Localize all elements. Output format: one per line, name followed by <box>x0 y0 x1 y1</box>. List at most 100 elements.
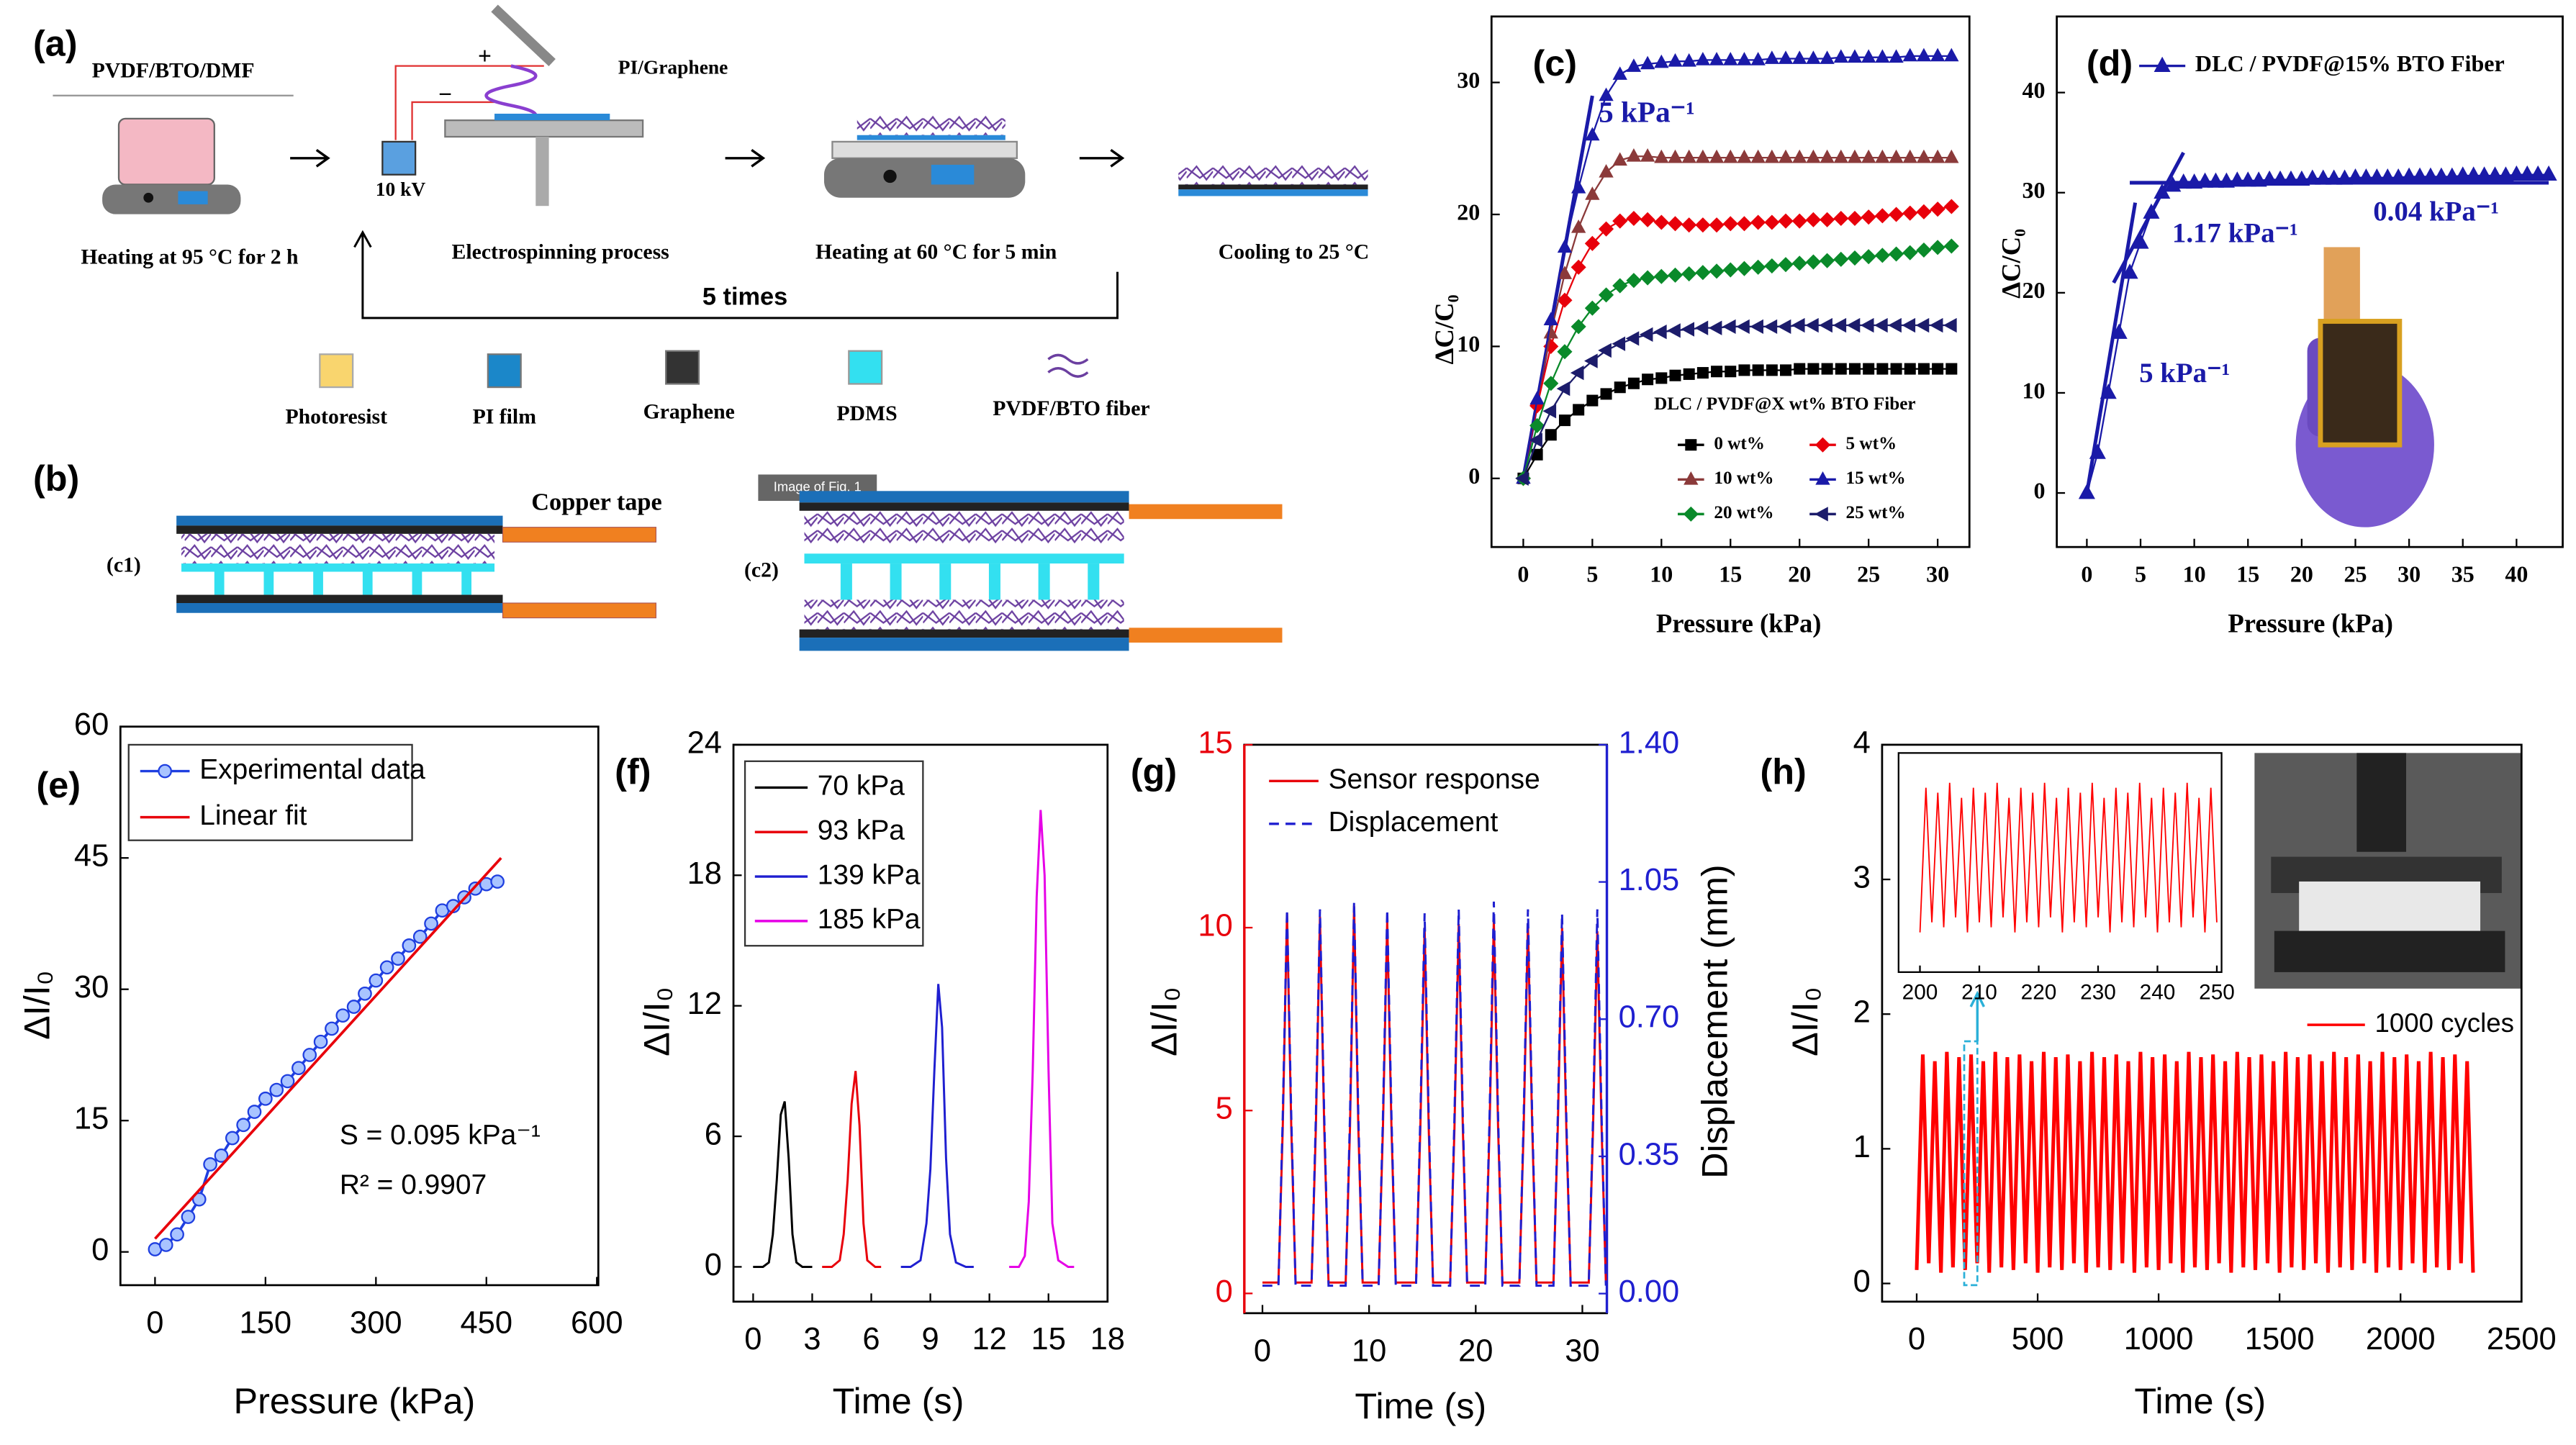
sub-label: (c1) <box>107 553 141 576</box>
knob <box>143 192 154 203</box>
x-tick-label: 0 <box>146 1305 163 1340</box>
pi-film <box>799 491 1129 503</box>
marker <box>1571 259 1586 275</box>
marker <box>402 938 417 953</box>
fiber-mat <box>804 599 1124 630</box>
series-line <box>822 1071 882 1268</box>
marker <box>1806 50 1821 64</box>
marker <box>1791 213 1807 229</box>
marker <box>1943 238 1959 254</box>
marker <box>1557 292 1573 308</box>
marker <box>1598 343 1612 358</box>
pi-film <box>176 603 503 613</box>
marker <box>2100 384 2117 399</box>
y-tick-label: 15 <box>1198 725 1232 760</box>
wire <box>411 101 495 140</box>
marker <box>1639 327 1653 343</box>
swatch <box>319 353 354 389</box>
x-tick-label: 500 <box>2012 1322 2064 1356</box>
marker <box>1722 216 1738 232</box>
marker <box>1695 217 1711 233</box>
marker <box>369 973 384 988</box>
plus: + <box>478 43 492 69</box>
marker <box>1890 363 1902 375</box>
inset-x-tick-label: 250 <box>2199 981 2235 1005</box>
graphene <box>799 629 1129 638</box>
step-label: Cooling to 25 °C <box>1219 240 1369 263</box>
legend-label: 139 kPa <box>818 859 921 890</box>
marker <box>1902 149 1917 163</box>
marker <box>1944 47 1959 62</box>
marker <box>1778 257 1794 273</box>
marker <box>1586 394 1599 407</box>
y-tick-label: 5 <box>1216 1092 1233 1126</box>
x-tick-label: 5 <box>2135 561 2146 587</box>
marker <box>2218 172 2235 188</box>
marker <box>1902 47 1917 62</box>
marker <box>2357 168 2374 184</box>
marker <box>1848 363 1861 375</box>
legend-label: Experimental data <box>199 754 425 785</box>
marker <box>1929 317 1943 333</box>
marker <box>1681 322 1695 337</box>
marker <box>2143 203 2160 219</box>
marker <box>391 951 405 966</box>
marker <box>1752 364 1764 376</box>
marker <box>1847 210 1863 227</box>
marker <box>2239 171 2256 187</box>
marker <box>1750 259 1766 275</box>
marker <box>1777 319 1791 335</box>
marker <box>181 1210 196 1224</box>
marker <box>1667 216 1684 232</box>
legend-marker <box>1683 506 1699 522</box>
y-tick-label: 30 <box>1457 67 1480 93</box>
y2-tick-label: 1.05 <box>1619 863 1680 897</box>
panel-label: (g) <box>1131 751 1177 792</box>
marker <box>1820 50 1835 64</box>
annotation: R² = 0.9907 <box>340 1169 487 1200</box>
step-label: Heating at 95 °C for 2 h <box>81 245 299 268</box>
marker <box>2121 263 2138 279</box>
marker <box>302 1048 317 1062</box>
marker <box>236 1118 251 1133</box>
marker <box>1625 331 1640 346</box>
marker <box>1681 217 1697 233</box>
y2-tick-label: 0.00 <box>1619 1274 1680 1309</box>
ruler <box>2274 930 2505 972</box>
marker <box>1805 254 1821 270</box>
image-tag-label: Image of Fig. 1 <box>774 479 862 494</box>
inset-line <box>1919 782 2218 933</box>
graphene <box>176 525 503 534</box>
marker <box>1902 245 1918 261</box>
marker <box>1750 214 1766 230</box>
marker <box>2078 484 2095 499</box>
marker <box>2518 165 2536 181</box>
x-tick-label: 15 <box>1031 1322 1066 1356</box>
marker <box>1655 372 1668 384</box>
pi-film <box>1178 189 1368 196</box>
marker <box>1833 49 1848 63</box>
arrow <box>290 148 330 168</box>
x-tick-label: 20 <box>1788 561 1811 587</box>
display <box>178 191 208 204</box>
y-tick-label: 4 <box>1853 725 1871 760</box>
marker <box>1640 148 1655 162</box>
marker <box>1915 317 1930 333</box>
graphene <box>176 594 503 604</box>
marker <box>1889 49 1904 63</box>
marker <box>1780 364 1792 376</box>
marker <box>2444 167 2461 183</box>
marker <box>225 1131 240 1146</box>
legend-label: PVDF/BTO fiber <box>993 397 1149 420</box>
marker <box>1653 325 1667 340</box>
marker <box>1709 217 1725 233</box>
inset-x-tick-label: 200 <box>1902 981 1938 1005</box>
hotplate <box>823 158 1026 198</box>
y-axis-label: ΔI/I₀ <box>16 970 57 1040</box>
x-tick-label: 0 <box>1517 561 1529 587</box>
marker <box>1709 52 1725 65</box>
marker <box>1806 149 1821 163</box>
x-axis-label: Pressure (kPa) <box>2228 608 2393 638</box>
x-tick-label: 150 <box>240 1305 292 1340</box>
legend-box <box>127 743 413 841</box>
